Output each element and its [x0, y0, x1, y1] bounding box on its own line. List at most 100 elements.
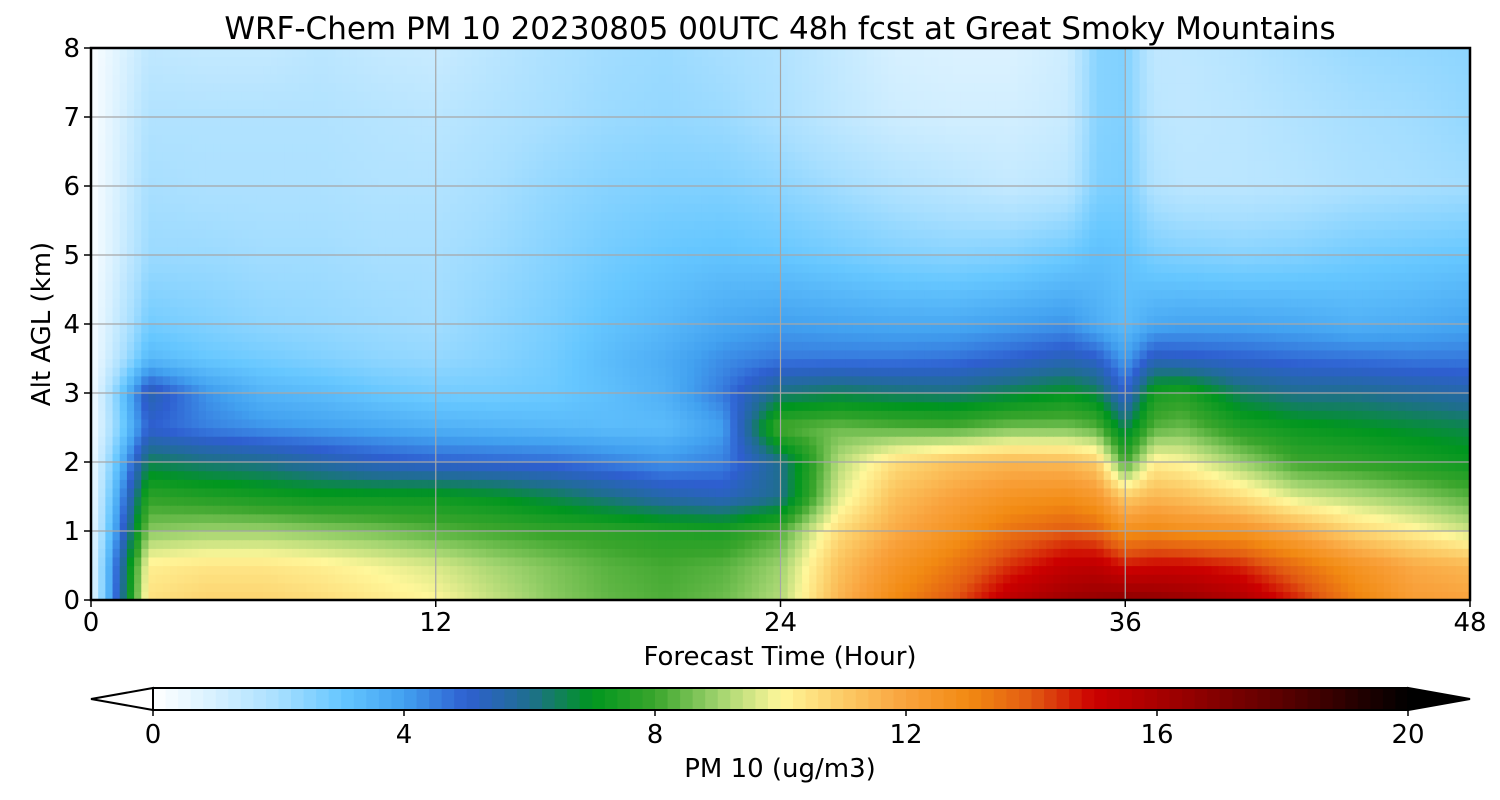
- heatmap-cell: [1297, 401, 1306, 411]
- heatmap-cell: [550, 384, 559, 394]
- heatmap-cell: [845, 401, 853, 411]
- heatmap-cell: [1175, 565, 1184, 575]
- heatmap-cell: [1326, 462, 1335, 472]
- heatmap-cell: [859, 393, 868, 403]
- heatmap-cell: [809, 565, 818, 575]
- heatmap-cell: [1139, 410, 1148, 420]
- heatmap-cell: [349, 436, 358, 446]
- heatmap-cell: [902, 591, 911, 601]
- heatmap-cell: [313, 444, 322, 454]
- heatmap-cell: [909, 505, 918, 515]
- heatmap-cell: [837, 531, 846, 541]
- heatmap-cell: [342, 522, 351, 532]
- heatmap-cell: [119, 384, 128, 394]
- heatmap-cell: [399, 410, 408, 420]
- heatmap-cell: [349, 591, 358, 601]
- heatmap-cell: [924, 401, 932, 411]
- heatmap-cell: [256, 444, 264, 454]
- heatmap-cell: [1003, 522, 1011, 532]
- heatmap-cell: [730, 522, 738, 532]
- heatmap-cell: [543, 556, 552, 567]
- heatmap-cell: [1232, 574, 1241, 584]
- heatmap-cell: [1304, 418, 1313, 429]
- heatmap-cell: [665, 436, 674, 446]
- heatmap-cell: [1003, 556, 1011, 567]
- heatmap-cell: [1211, 436, 1220, 446]
- heatmap-cell: [256, 582, 264, 592]
- heatmap-cell: [816, 556, 825, 567]
- heatmap-cell: [1448, 418, 1457, 429]
- heatmap-cell: [1333, 574, 1342, 584]
- heatmap-cell: [909, 539, 918, 549]
- heatmap-cell: [1268, 462, 1277, 472]
- heatmap-cell: [924, 513, 932, 523]
- heatmap-cell: [363, 591, 372, 601]
- heatmap-cell: [1060, 496, 1069, 506]
- heatmap-cell: [794, 418, 803, 429]
- heatmap-cell: [615, 436, 624, 446]
- heatmap-cell: [270, 375, 279, 385]
- heatmap-cell: [787, 479, 796, 489]
- heatmap-cell: [1046, 470, 1055, 480]
- heatmap-cell: [349, 384, 358, 394]
- heatmap-cell: [1398, 479, 1406, 489]
- heatmap-cell: [895, 453, 904, 463]
- heatmap-cell: [1405, 470, 1414, 480]
- heatmap-cell: [1268, 375, 1277, 385]
- heatmap-cell: [1247, 444, 1256, 454]
- heatmap-cell: [98, 444, 106, 454]
- heatmap-cell: [249, 418, 257, 429]
- heatmap-cell: [809, 427, 818, 437]
- heatmap-cell: [938, 574, 947, 584]
- heatmap-cell: [1297, 513, 1306, 523]
- heatmap-cell: [1455, 539, 1464, 549]
- heatmap-cell: [1060, 384, 1069, 394]
- heatmap-cell: [134, 444, 142, 454]
- heatmap-cell: [981, 582, 990, 592]
- heatmap-cell: [1010, 375, 1019, 385]
- heatmap-cell: [579, 487, 588, 498]
- heatmap-cell: [766, 487, 774, 498]
- heatmap-cell: [414, 375, 422, 385]
- heatmap-cell: [284, 591, 293, 601]
- heatmap-cell: [241, 462, 250, 472]
- heatmap-cell: [1355, 444, 1363, 454]
- heatmap-cell: [306, 418, 315, 429]
- heatmap-cell: [363, 505, 372, 515]
- heatmap-cell: [1398, 496, 1406, 506]
- heatmap-cell: [478, 505, 487, 515]
- heatmap-cell: [198, 548, 207, 558]
- heatmap-cell: [1319, 384, 1327, 394]
- heatmap-cell: [1247, 479, 1256, 489]
- heatmap-cell: [873, 548, 882, 558]
- heatmap-cell: [565, 487, 573, 498]
- heatmap-cell: [1232, 470, 1241, 480]
- heatmap-cell: [313, 436, 322, 446]
- heatmap-cell: [292, 418, 300, 429]
- heatmap-cell: [852, 444, 861, 454]
- heatmap-cell: [924, 531, 932, 541]
- heatmap-cell: [1197, 487, 1205, 498]
- heatmap-cell: [895, 556, 904, 567]
- heatmap-cell: [1426, 487, 1435, 498]
- heatmap-cell: [608, 539, 616, 549]
- heatmap-cell: [952, 384, 961, 394]
- heatmap-cell: [385, 505, 394, 515]
- heatmap-cell: [457, 393, 466, 403]
- heatmap-cell: [385, 462, 394, 472]
- heatmap-cell: [1398, 574, 1406, 584]
- heatmap-cell: [830, 522, 839, 532]
- heatmap-cell: [909, 522, 918, 532]
- heatmap-cell: [751, 418, 760, 429]
- heatmap-cell: [723, 462, 731, 472]
- heatmap-cell: [1218, 462, 1227, 472]
- heatmap-cell: [105, 479, 114, 489]
- heatmap-cell: [1218, 522, 1227, 532]
- heatmap-cell: [342, 539, 351, 549]
- heatmap-cell: [148, 565, 157, 575]
- heatmap-cell: [636, 496, 645, 506]
- heatmap-cell: [715, 591, 724, 601]
- heatmap-cell: [802, 574, 810, 584]
- heatmap-cell: [1340, 393, 1349, 403]
- heatmap-cell: [593, 487, 602, 498]
